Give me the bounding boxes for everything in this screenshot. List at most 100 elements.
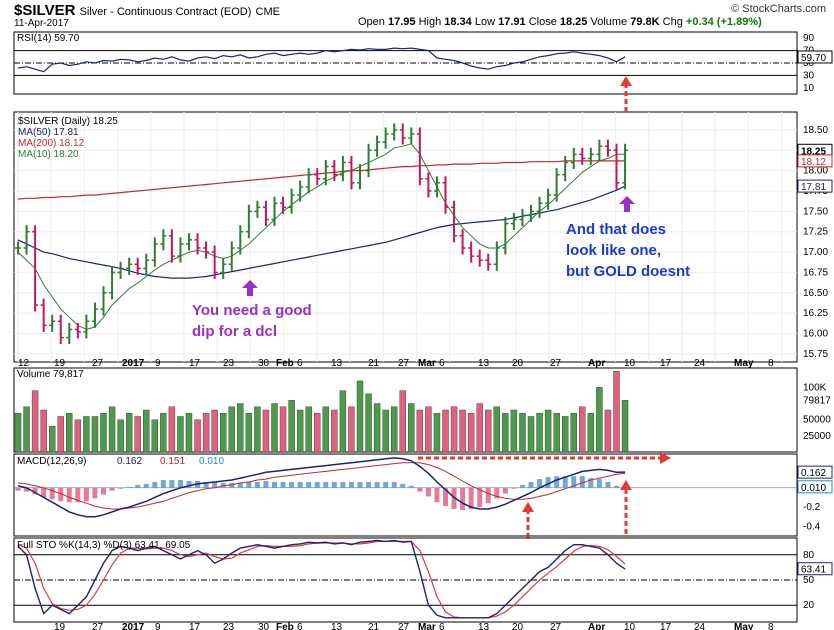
rsi-value-box bbox=[797, 50, 833, 64]
volume-bar bbox=[279, 406, 287, 453]
macd-histogram-bar bbox=[15, 487, 21, 491]
price-bar bbox=[23, 225, 30, 255]
volume-bar bbox=[228, 406, 235, 453]
price-bar bbox=[117, 261, 124, 279]
macd-histogram-bar bbox=[41, 487, 47, 498]
macd-histogram-bar bbox=[263, 481, 269, 488]
ohlc-readout: Open 17.95 High 18.34 Low 17.91 Close 18… bbox=[358, 16, 762, 28]
macd-histogram-bar bbox=[554, 476, 560, 488]
macd-signal-line bbox=[17, 462, 626, 510]
x-tick-label-bottom: May bbox=[734, 622, 754, 630]
price-bar bbox=[168, 229, 175, 263]
price-bar bbox=[416, 127, 423, 186]
price-bar bbox=[536, 196, 543, 218]
price-bar bbox=[305, 168, 312, 194]
price-bar bbox=[339, 155, 346, 182]
symbol-description: Silver - Continuous Contract (EOD) bbox=[79, 6, 252, 18]
macd-histogram-bar bbox=[280, 481, 286, 488]
macd-histogram-bar bbox=[443, 487, 448, 507]
macd-histogram-bar bbox=[237, 482, 243, 488]
volume-bar bbox=[160, 413, 167, 453]
price-tick-label: 16.75 bbox=[803, 267, 828, 278]
x-tick-label: 10 bbox=[624, 358, 636, 369]
price-tick-label: 18.00 bbox=[803, 166, 828, 177]
volume-value: 79.8K bbox=[630, 16, 660, 28]
volume-bar bbox=[211, 409, 218, 453]
volume-bar bbox=[562, 416, 569, 453]
high-value: 18.34 bbox=[444, 16, 472, 28]
price-bar bbox=[493, 241, 500, 271]
macd-histogram-bar bbox=[177, 480, 183, 488]
volume-bar bbox=[493, 406, 500, 453]
price-bar bbox=[553, 168, 560, 202]
macd-histogram-bar bbox=[101, 487, 106, 495]
volume-tick-label: 79817 bbox=[803, 395, 831, 406]
macd-histogram-bar bbox=[323, 481, 329, 488]
volume-bar bbox=[467, 413, 475, 453]
rsi-legend: RSI(14) 59.70 bbox=[17, 33, 80, 44]
volume-bar bbox=[254, 406, 261, 453]
macd-value-box bbox=[797, 465, 833, 479]
volume-bar bbox=[450, 406, 458, 453]
high-label: High bbox=[418, 16, 442, 28]
macd-histogram-bar bbox=[434, 487, 440, 503]
volume-bar bbox=[391, 406, 398, 453]
macd-histogram-bar bbox=[24, 487, 30, 492]
volume-bar bbox=[544, 409, 552, 453]
price-bar bbox=[254, 200, 261, 218]
macd-histogram-bar bbox=[374, 481, 380, 488]
macd-histogram-bar bbox=[596, 479, 602, 488]
volume-bar bbox=[519, 413, 526, 453]
macd-legend-value: 0.162 bbox=[117, 456, 142, 467]
price-bar bbox=[203, 241, 210, 259]
volume-tick-label: 50000 bbox=[803, 415, 831, 426]
price-tick-label: 17.25 bbox=[803, 227, 828, 238]
volume-bar bbox=[579, 406, 586, 453]
x-tick-label-bottom: 10 bbox=[624, 622, 636, 630]
price-bar bbox=[468, 241, 475, 263]
price-bar bbox=[126, 257, 133, 275]
x-tick-label: 27 bbox=[550, 358, 562, 369]
chart-date: 11-Apr-2017 bbox=[14, 18, 69, 29]
price-tick-label: 16.00 bbox=[803, 328, 828, 339]
rsi-tick-label: 90 bbox=[803, 33, 815, 44]
volume-bar bbox=[296, 409, 304, 453]
x-tick-label-bottom: 20 bbox=[512, 622, 524, 630]
volume-bar bbox=[151, 419, 159, 453]
price-bar bbox=[613, 143, 620, 190]
price-bar bbox=[433, 176, 440, 198]
price-bar bbox=[271, 196, 278, 227]
x-tick-label: 13 bbox=[478, 358, 490, 369]
macd-histogram-bar bbox=[383, 481, 389, 488]
price-bar bbox=[288, 188, 295, 214]
macd-histogram-bar bbox=[118, 487, 124, 489]
volume-bar bbox=[177, 416, 184, 453]
x-tick-label-bottom: Apr bbox=[588, 622, 605, 630]
price-bar bbox=[220, 257, 227, 279]
sto-value-label: 63.41 bbox=[801, 565, 826, 576]
x-tick-label: 27 bbox=[398, 358, 410, 369]
close-value: 18.25 bbox=[559, 16, 588, 28]
volume-bar bbox=[348, 406, 355, 453]
volume-bar bbox=[168, 406, 176, 453]
price-legend-entry: MA(50) 17.81 bbox=[18, 127, 79, 138]
macd-histogram-bar bbox=[588, 478, 594, 488]
annotation-up-arrow bbox=[242, 280, 258, 296]
volume-bar bbox=[510, 409, 518, 453]
macd-histogram-bar bbox=[511, 487, 517, 489]
volume-bar bbox=[527, 416, 535, 453]
volume-bar bbox=[49, 425, 56, 453]
macd-histogram-bar bbox=[160, 480, 166, 488]
x-tick-label-bottom: 27 bbox=[550, 622, 562, 630]
volume-bar bbox=[237, 403, 244, 453]
x-tick-label: 6 bbox=[297, 358, 303, 369]
price-bar bbox=[262, 200, 269, 227]
sto-tick-label: 50 bbox=[803, 575, 815, 586]
x-tick-label: 12 bbox=[18, 358, 30, 369]
macd-histogram-bar bbox=[451, 487, 457, 509]
volume-bar bbox=[433, 413, 441, 453]
price-bar bbox=[622, 143, 629, 190]
price-bar bbox=[228, 241, 235, 271]
macd-panel-frame bbox=[13, 453, 798, 537]
